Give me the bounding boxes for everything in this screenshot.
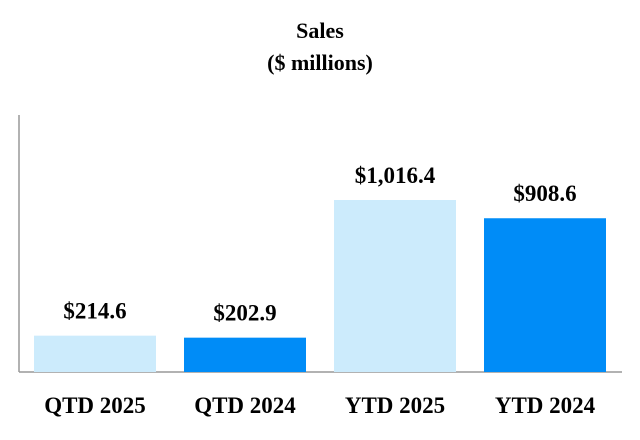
bar-qtd-2024 [184,337,306,372]
bar-ytd-2025 [334,200,456,372]
bar-qtd-2025 [34,335,156,372]
chart-title: Sales [296,18,344,43]
x-tick-label: QTD 2025 [44,393,146,418]
data-label: $202.9 [213,301,276,326]
data-label: $214.6 [63,299,126,324]
x-tick-label: QTD 2024 [194,393,296,418]
bar-ytd-2024 [484,218,606,372]
data-label: $908.6 [513,181,576,206]
x-tick-label: YTD 2025 [345,393,445,418]
chart-subtitle: ($ millions) [267,50,373,75]
x-tick-label: YTD 2024 [495,393,596,418]
data-label: $1,016.4 [355,163,436,188]
